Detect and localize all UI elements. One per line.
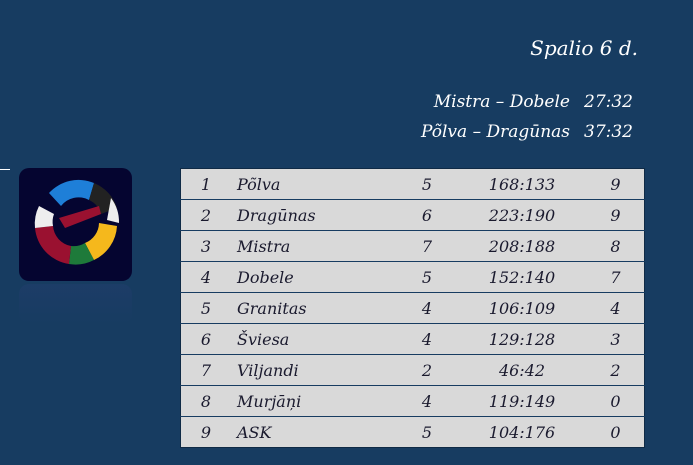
table-row: 2 Dragūnas 6 223:190 9: [180, 199, 645, 231]
match-teams: Põlva – Dragūnas: [421, 122, 570, 142]
cell-rank: 5: [180, 292, 231, 324]
cell-games: 6: [397, 199, 457, 231]
cell-points-diff: 168:133: [457, 168, 587, 200]
table-row: 9 ASK 5 104:176 0: [180, 416, 645, 448]
table-row: 6 Šviesa 4 129:128 3: [180, 323, 645, 355]
table-row: 1 Põlva 5 168:133 9: [180, 168, 645, 200]
page-title: Spalio 6 d.: [530, 36, 638, 60]
cell-points-diff: 104:176: [457, 416, 587, 448]
cell-team: Dragūnas: [231, 199, 397, 231]
cell-points: 0: [587, 416, 645, 448]
table-row: 4 Dobele 5 152:140 7: [180, 261, 645, 293]
table-row: 8 Murjāņi 4 119:149 0: [180, 385, 645, 417]
match-score: 37:32: [584, 122, 633, 142]
match-score: 27:32: [584, 92, 633, 112]
cell-team: Murjāņi: [231, 385, 397, 417]
cell-points: 3: [587, 323, 645, 355]
cell-points: 8: [587, 230, 645, 262]
cell-team: Šviesa: [231, 323, 397, 355]
cell-games: 4: [397, 292, 457, 324]
cell-points-diff: 129:128: [457, 323, 587, 355]
cell-points: 4: [587, 292, 645, 324]
cell-points-diff: 106:109: [457, 292, 587, 324]
cell-points: 7: [587, 261, 645, 293]
match-result: Põlva – Dragūnas 37:32: [421, 122, 633, 142]
cell-points-diff: 208:188: [457, 230, 587, 262]
cell-games: 5: [397, 261, 457, 293]
logo-reflection: [19, 284, 132, 324]
cell-points: 9: [587, 168, 645, 200]
cell-points: 9: [587, 199, 645, 231]
cell-points-diff: 152:140: [457, 261, 587, 293]
cell-rank: 7: [180, 354, 231, 386]
cell-team: Mistra: [231, 230, 397, 262]
cell-rank: 2: [180, 199, 231, 231]
cell-rank: 8: [180, 385, 231, 417]
cell-team: Granitas: [231, 292, 397, 324]
cell-games: 4: [397, 323, 457, 355]
match-teams: Mistra – Dobele: [433, 92, 570, 112]
cell-rank: 1: [180, 168, 231, 200]
standings-table: 1 Põlva 5 168:133 9 2 Dragūnas 6 223:190 9 3 Mistra…: [180, 168, 645, 448]
cell-rank: 4: [180, 261, 231, 293]
divider: [0, 169, 10, 170]
cell-points-diff: 223:190: [457, 199, 587, 231]
match-result: Mistra – Dobele 27:32: [434, 92, 633, 112]
cell-games: 4: [397, 385, 457, 417]
table-row: 7 Viljandi 2 46:42 2: [180, 354, 645, 386]
cell-games: 2: [397, 354, 457, 386]
table-row: 5 Granitas 4 106:109 4: [180, 292, 645, 324]
cell-team: Dobele: [231, 261, 397, 293]
cell-team: Põlva: [231, 168, 397, 200]
cell-points-diff: 119:149: [457, 385, 587, 417]
cell-team: Viljandi: [231, 354, 397, 386]
cell-games: 7: [397, 230, 457, 262]
hands-circle-logo-icon: [19, 168, 132, 281]
cell-points: 2: [587, 354, 645, 386]
cell-points: 0: [587, 385, 645, 417]
cell-team: ASK: [231, 416, 397, 448]
cell-rank: 9: [180, 416, 231, 448]
cell-games: 5: [397, 168, 457, 200]
cell-games: 5: [397, 416, 457, 448]
cell-rank: 3: [180, 230, 231, 262]
cell-points-diff: 46:42: [457, 354, 587, 386]
cell-rank: 6: [180, 323, 231, 355]
table-row: 3 Mistra 7 208:188 8: [180, 230, 645, 262]
